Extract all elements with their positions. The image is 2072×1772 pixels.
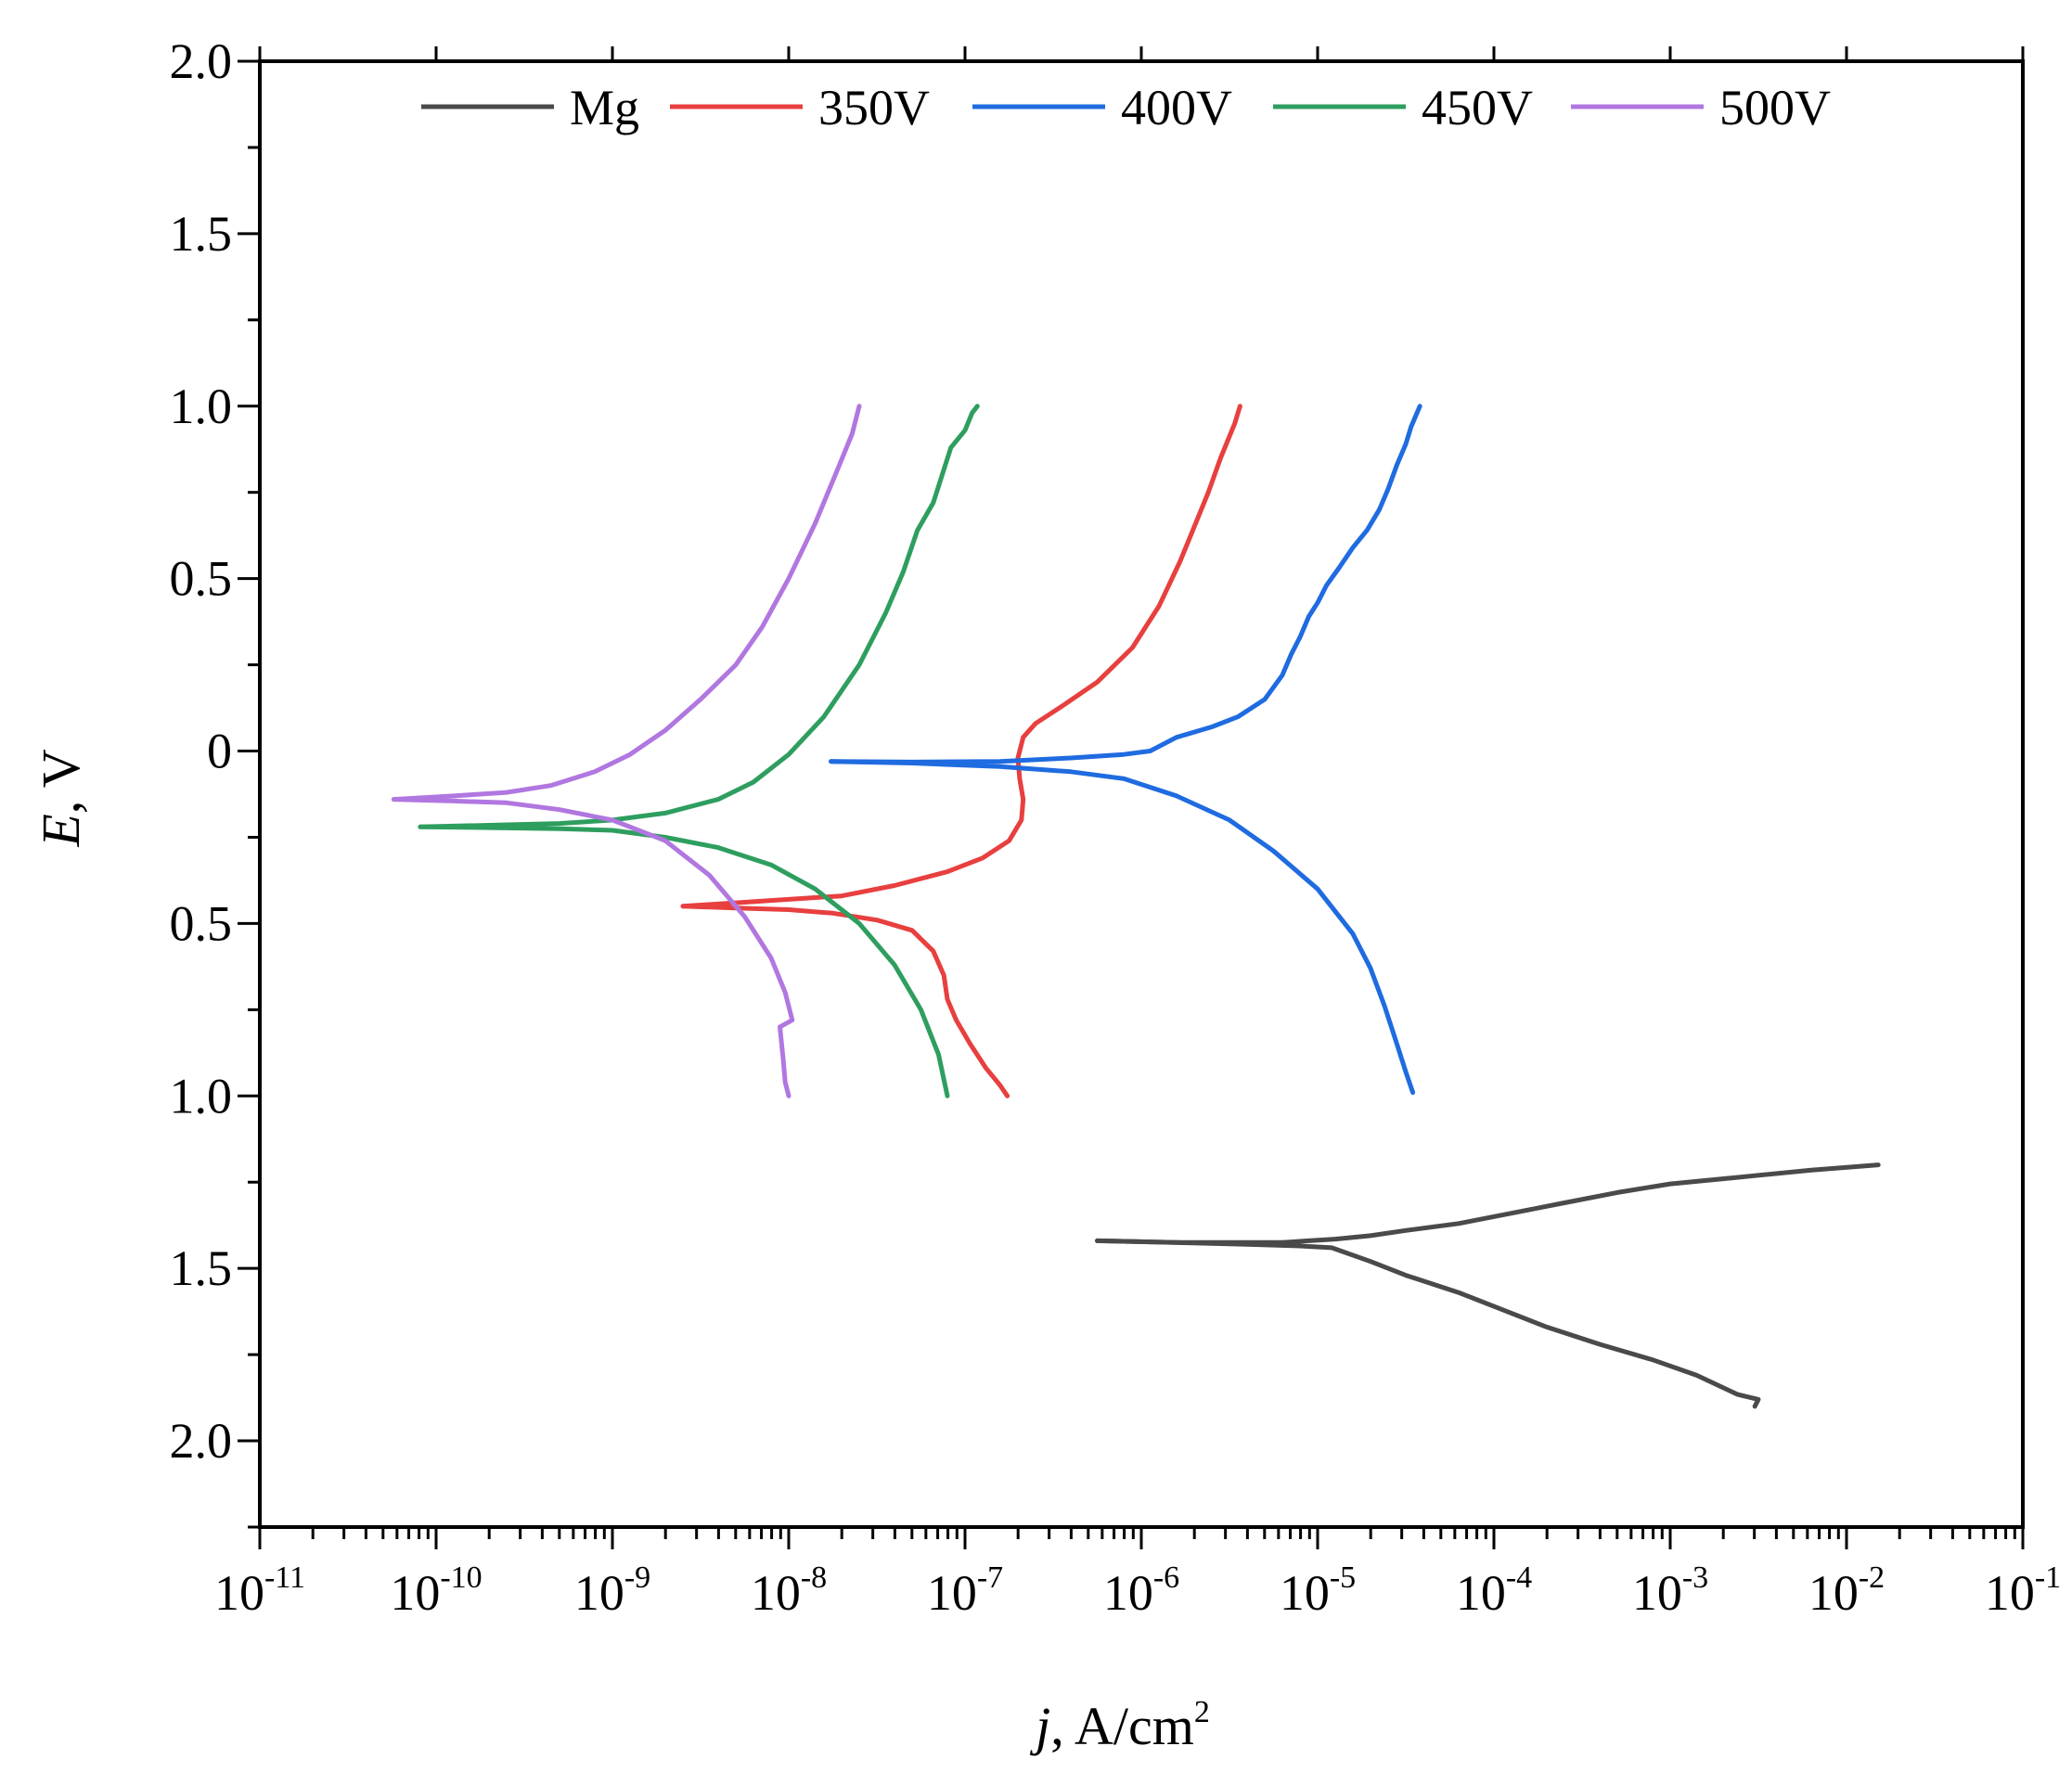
x-tick-label: 10-11 bbox=[214, 1560, 305, 1621]
y-tick-label: 2.0 bbox=[170, 1413, 233, 1469]
y-tick-labels: 2.0 1.5 1.0 0.5 0 0.5 1.0 1.5 2.0 bbox=[170, 33, 233, 1469]
x-tick-label: 10-6 bbox=[1103, 1560, 1179, 1621]
y-tick-label: 2.0 bbox=[170, 33, 233, 89]
x-tick-label: 10-9 bbox=[574, 1560, 650, 1621]
axis-ticks bbox=[238, 46, 2025, 1549]
series-line-500v bbox=[391, 797, 795, 1098]
legend-label: 350V bbox=[818, 80, 930, 135]
y-tick-label: 0.5 bbox=[170, 895, 233, 951]
series-line-400v bbox=[829, 759, 1416, 1096]
legend-label: 500V bbox=[1719, 80, 1831, 135]
y-tick-label: 1.0 bbox=[170, 1068, 233, 1124]
x-tick-label: 10-3 bbox=[1632, 1560, 1708, 1621]
legend-label: 400V bbox=[1121, 80, 1232, 135]
legend-label: Mg bbox=[570, 80, 639, 135]
y-tick-label: 1.0 bbox=[170, 379, 233, 434]
series-line-mg bbox=[1095, 1238, 1761, 1409]
x-tick-label: 10-1 bbox=[1985, 1560, 2061, 1621]
y-tick-label: 1.5 bbox=[170, 206, 233, 262]
x-tick-label: 10-4 bbox=[1456, 1560, 1532, 1621]
y-tick-label: 0 bbox=[207, 724, 232, 779]
x-tick-label: 10-2 bbox=[1808, 1560, 1885, 1621]
x-axis-title: j, A/cm2 bbox=[1029, 1695, 1210, 1756]
legend-label: 450V bbox=[1422, 80, 1533, 135]
x-tick-label: 10-7 bbox=[927, 1560, 1003, 1621]
x-tick-label: 10-10 bbox=[390, 1560, 482, 1621]
x-tick-label: 10-5 bbox=[1280, 1560, 1356, 1621]
series-line-350v bbox=[680, 404, 1242, 909]
x-tick-labels: 10-11 10-10 10-9 10-8 10-7 10-6 10-5 10-4 10-3 10… bbox=[214, 1560, 2061, 1621]
y-axis-title: E, V bbox=[31, 749, 91, 847]
series-line-500v bbox=[391, 404, 862, 803]
legend: Mg 350V 400V 450V 500V bbox=[421, 80, 1831, 135]
series-layer bbox=[391, 404, 1881, 1409]
y-tick-label: 1.5 bbox=[170, 1240, 233, 1296]
plot-frame bbox=[258, 59, 2025, 1529]
series-line-400v bbox=[829, 404, 1422, 764]
y-tick-label: 0.5 bbox=[170, 551, 233, 607]
x-tick-label: 10-8 bbox=[751, 1560, 827, 1621]
series-line-350v bbox=[680, 904, 1010, 1098]
series-line-450v bbox=[418, 824, 950, 1098]
